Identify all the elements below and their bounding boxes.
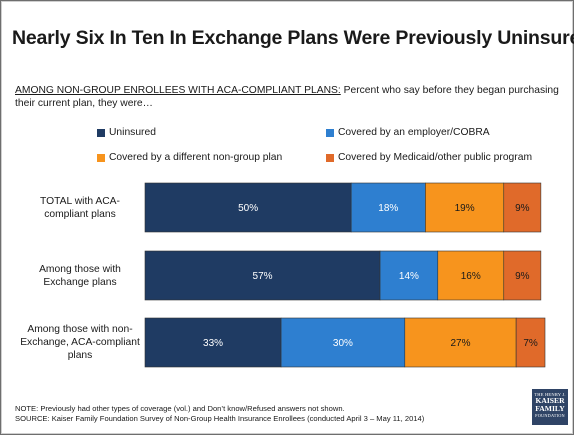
legend-swatch-nongroup — [97, 153, 105, 162]
row-label-line: TOTAL with ACA- — [40, 196, 120, 207]
legend-swatch-employer — [326, 128, 334, 137]
legend-label-uninsured: Uninsured — [109, 127, 156, 138]
data-label-employer-row2: 30% — [333, 338, 353, 349]
logo-line-1: THE HENRY J. — [534, 392, 566, 397]
source-text: SOURCE: Kaiser Family Foundation Survey … — [15, 414, 425, 423]
chart-notes: NOTE: Previously had other types of cove… — [15, 404, 515, 424]
data-label-nongroup-row0: 19% — [455, 203, 475, 214]
bar-segment-nongroup-row1 — [437, 250, 505, 301]
legend-swatch-medicaid — [326, 153, 334, 162]
data-label-uninsured-row1: 57% — [253, 271, 273, 282]
chart-subtitle: AMONG NON-GROUP ENROLLEES WITH ACA-COMPL… — [15, 84, 565, 110]
bar-segment-employer-row2 — [280, 317, 406, 368]
legend-swatch-uninsured — [97, 128, 105, 137]
bar-segment-medicaid-row0 — [503, 182, 542, 233]
row-label-line: compliant plans — [44, 209, 116, 220]
note-text: NOTE: Previously had other types of cove… — [15, 404, 345, 413]
data-label-employer-row1: 14% — [399, 271, 419, 282]
chart-title: Nearly Six In Ten In Exchange Plans Were… — [12, 27, 574, 49]
data-label-nongroup-row2: 27% — [450, 338, 470, 349]
legend-item-nongroup: Covered by a different non-group plan — [97, 152, 282, 163]
data-label-nongroup-row1: 16% — [461, 271, 481, 282]
legend-label-employer: Covered by an employer/COBRA — [338, 127, 490, 138]
legend-item-uninsured: Uninsured — [97, 127, 156, 138]
data-label-uninsured-row0: 50% — [238, 203, 258, 214]
logo-line-3: FOUNDATION — [535, 413, 565, 418]
row-label-line: Among those with — [39, 264, 121, 275]
bar-segment-nongroup-row2 — [404, 317, 517, 368]
bar-segment-uninsured-row2 — [144, 317, 282, 368]
data-label-medicaid-row0: 9% — [515, 203, 530, 214]
legend-label-medicaid: Covered by Medicaid/other public program — [338, 152, 533, 163]
subtitle-rest: Percent who say before they began purcha… — [15, 85, 559, 109]
subtitle-lead: AMONG NON-GROUP ENROLLEES WITH ACA-COMPL… — [15, 85, 341, 96]
bar-segment-employer-row1 — [379, 250, 439, 301]
row-label-non-exchange: Among those with non- Exchange, ACA-comp… — [14, 323, 146, 362]
bar-segment-medicaid-row1 — [503, 250, 542, 301]
bar-segment-uninsured-row1 — [144, 250, 381, 301]
row-label-line: Exchange, ACA-compliant — [20, 337, 140, 348]
bar-segment-medicaid-row2 — [515, 317, 546, 368]
logo-line-2a: KAISER — [535, 396, 565, 405]
row-label-exchange: Among those with Exchange plans — [14, 263, 146, 289]
legend-item-medicaid: Covered by Medicaid/other public program — [326, 152, 532, 163]
logo-line-2b: FAMILY — [535, 404, 565, 413]
legend-label-nongroup: Covered by a different non-group plan — [109, 152, 283, 163]
row-label-line: plans — [67, 350, 93, 361]
data-label-medicaid-row2: 7% — [523, 338, 538, 349]
bar-segment-employer-row0 — [350, 182, 426, 233]
row-label-line: Among those with non- — [27, 324, 133, 335]
row-label-line: Exchange plans — [43, 277, 117, 288]
bar-segment-nongroup-row0 — [425, 182, 505, 233]
data-label-uninsured-row2: 33% — [203, 338, 223, 349]
kff-logo: THE HENRY J. KAISER FAMILY FOUNDATION — [532, 389, 568, 425]
data-label-medicaid-row1: 9% — [515, 271, 530, 282]
row-label-total: TOTAL with ACA- compliant plans — [14, 195, 146, 221]
data-label-employer-row0: 18% — [378, 203, 398, 214]
legend-item-employer: Covered by an employer/COBRA — [326, 127, 490, 138]
